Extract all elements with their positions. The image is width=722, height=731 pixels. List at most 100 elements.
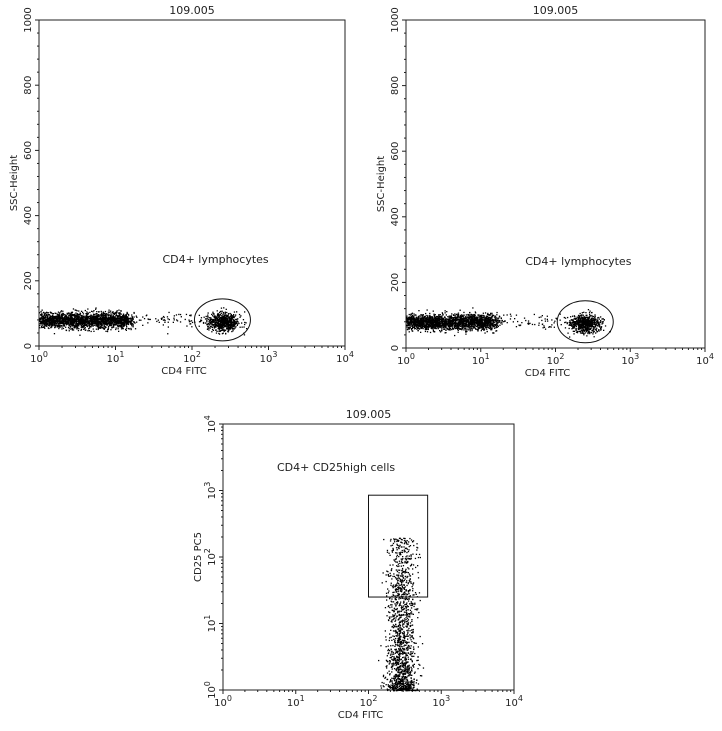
event-dot: [44, 324, 46, 327]
event-dot: [87, 325, 89, 328]
event-dot: [215, 332, 218, 334]
event-dot: [69, 314, 71, 317]
event-dot: [408, 326, 410, 329]
event-dot: [465, 324, 468, 326]
event-dot: [72, 322, 75, 324]
event-dot: [214, 316, 216, 318]
event-dot: [80, 323, 82, 325]
event-dot: [120, 317, 122, 319]
event-dot: [572, 324, 575, 326]
event-dot: [576, 322, 578, 324]
event-dot: [226, 328, 229, 330]
event-dot: [41, 316, 43, 318]
event-dot: [126, 319, 128, 322]
event-dot: [39, 319, 41, 321]
event-dot: [57, 324, 59, 326]
event-dot: [125, 324, 127, 326]
event-dot: [411, 312, 414, 314]
event-dot: [477, 329, 479, 331]
event-dot: [573, 333, 575, 335]
event-dot: [98, 321, 100, 323]
event-dot: [425, 328, 427, 331]
event-dot: [114, 316, 116, 318]
event-dot: [490, 323, 492, 325]
event-dot: [77, 324, 79, 327]
event-dot: [474, 314, 476, 316]
event-dot: [407, 320, 409, 322]
event-dot: [45, 319, 47, 322]
y-tick-label: 0: [23, 343, 34, 349]
plot-frame: [405, 19, 706, 349]
event-dot: [125, 321, 128, 323]
event-dot: [74, 315, 76, 317]
event-dot: [471, 315, 473, 318]
event-dot: [224, 322, 226, 324]
event-dot: [461, 328, 463, 331]
event-dot: [77, 315, 79, 317]
event-dot: [40, 316, 42, 319]
event-dot: [210, 325, 212, 327]
event-dot: [113, 316, 115, 318]
event-dot: [234, 325, 236, 327]
event-dot: [51, 317, 54, 319]
event-dot: [61, 316, 63, 319]
event-dot: [486, 316, 489, 318]
event-dot: [231, 330, 233, 333]
event-dot: [239, 326, 241, 328]
event-dot: [176, 320, 179, 322]
event-dot: [428, 324, 430, 326]
event-dot: [51, 324, 54, 327]
event-dot: [63, 324, 65, 326]
event-dot: [458, 327, 460, 329]
event-dot: [103, 312, 106, 315]
event-dot: [572, 326, 574, 328]
event-dot: [473, 322, 475, 324]
event-dot: [457, 321, 459, 323]
event-dot: [490, 317, 492, 319]
event-dot: [422, 322, 424, 325]
event-dot: [446, 311, 448, 313]
event-dot: [231, 315, 233, 317]
event-dot: [220, 325, 222, 327]
event-dot: [90, 326, 92, 328]
event-dot: [490, 329, 492, 331]
event-dot: [102, 319, 104, 321]
event-dot: [111, 320, 114, 322]
event-dot: [472, 318, 474, 320]
event-dot: [216, 314, 219, 317]
event-dot: [220, 312, 223, 314]
event-dot: [444, 326, 446, 328]
event-dot: [207, 316, 209, 318]
event-dot: [43, 323, 45, 326]
event-dot: [433, 325, 436, 327]
event-dot: [45, 313, 48, 315]
event-dot: [205, 315, 207, 318]
event-dot: [587, 327, 590, 329]
event-dot: [50, 325, 53, 327]
event-dot: [488, 324, 491, 326]
event-dot: [77, 318, 79, 320]
event-dot: [471, 322, 473, 324]
event-dot: [476, 319, 478, 321]
event-dot: [114, 319, 116, 321]
event-dot: [105, 320, 107, 322]
event-dot: [229, 327, 231, 329]
event-dot: [437, 317, 440, 319]
event-dot: [127, 323, 130, 326]
event-dot: [234, 322, 236, 324]
event-dot: [58, 322, 60, 324]
event-dot: [228, 317, 230, 319]
event-dot: [430, 327, 432, 329]
event-dot: [83, 321, 86, 324]
event-dot: [88, 321, 90, 324]
event-dot: [176, 319, 178, 321]
event-dot: [473, 316, 475, 318]
event-dot: [82, 315, 84, 317]
event-dot: [67, 316, 69, 318]
event-dot: [458, 318, 460, 320]
event-dot: [212, 312, 214, 315]
event-dot: [63, 320, 65, 322]
event-dot: [409, 318, 412, 320]
event-dot: [188, 319, 190, 321]
event-dot: [226, 319, 228, 321]
